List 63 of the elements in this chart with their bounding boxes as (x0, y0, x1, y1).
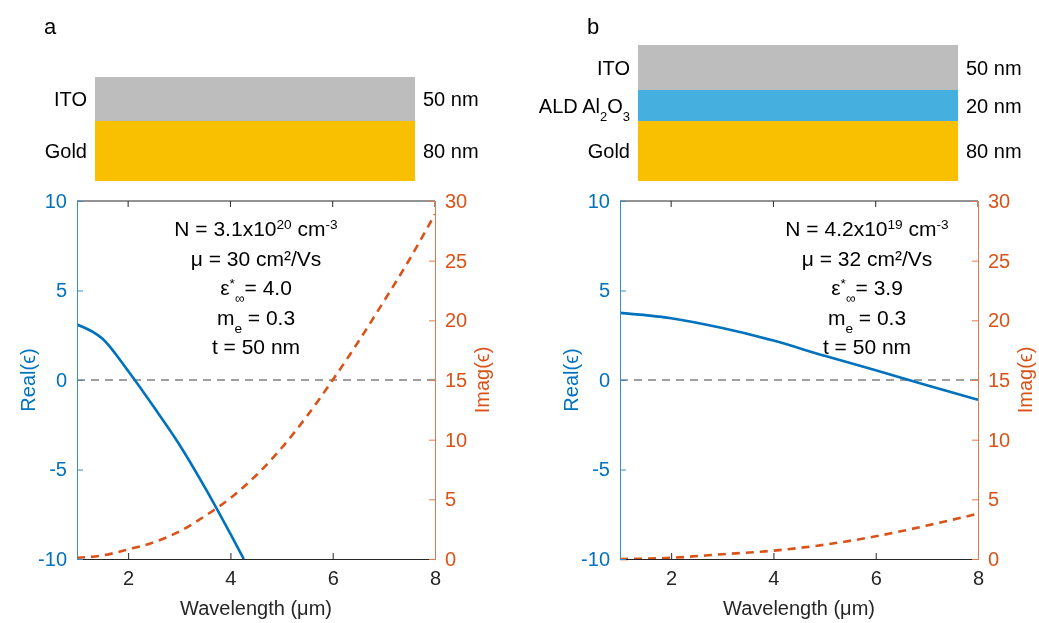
annotation: t = 50 nm (822, 335, 912, 358)
y2-tick-label: 5 (445, 488, 457, 511)
y-tick-label: -5 (592, 458, 610, 481)
y2-tick-label: 0 (988, 547, 1000, 570)
text: ITO (54, 88, 87, 110)
line-series (620, 512, 978, 561)
y2-axis-title: Imag(ϵ) (471, 346, 493, 414)
annotation: m$_{e}$ = 0.3 (216, 305, 296, 335)
x-axis-title: Wavelength (μm) (723, 597, 875, 619)
y-tick-label: -5 (49, 458, 67, 481)
y2-tick-label: 30 (988, 189, 1011, 212)
annotation: ε$^{*}$$_{∞}$= 4.0 (220, 275, 292, 306)
annotation: N = 4.2x10$^{19}$ cm$^{-3}$ (785, 216, 949, 240)
x-tick-label: 4 (225, 567, 237, 590)
text: ALD Al$_{2}$O$_{3}$ (538, 94, 630, 123)
y2-tick-label: 20 (445, 309, 468, 332)
y2-tick-label: 10 (988, 428, 1011, 451)
y-axis-title: Real(ϵ) (17, 348, 39, 412)
annotation: μ = 32 cm²/Vs (801, 246, 933, 270)
y2-tick-label: 25 (988, 249, 1011, 272)
y2-axis-title: Imag(ϵ) (1014, 346, 1036, 414)
annotation: m$_{e}$ = 0.3 (827, 305, 907, 335)
x-tick-label: 4 (768, 567, 780, 590)
line-series (77, 212, 435, 560)
text: 20 nm (966, 94, 1022, 117)
text: 50 nm (966, 56, 1022, 79)
y-tick-label: 5 (55, 279, 67, 302)
y-tick-label: 5 (598, 279, 610, 302)
chart-title: a (44, 14, 57, 39)
chart-title: b (587, 14, 600, 39)
y-tick-label: -10 (581, 547, 610, 570)
y2-tick-label: 20 (988, 309, 1011, 332)
text: ITO (597, 56, 630, 79)
x-tick-label: 6 (327, 567, 339, 590)
y-tick-label: -10 (38, 547, 67, 570)
y-tick-label: 0 (55, 368, 67, 391)
y-tick-label: 0 (598, 368, 610, 391)
y2-tick-label: 0 (445, 547, 457, 570)
text: 50 nm (423, 88, 479, 110)
x-tick-label: 8 (972, 567, 985, 590)
annotation: μ = 30 cm²/Vs (190, 246, 322, 270)
x-axis-title: Wavelength (μm) (180, 597, 332, 619)
line-series (620, 311, 978, 401)
y2-tick-label: 25 (445, 249, 468, 272)
y2-tick-label: 10 (445, 428, 468, 451)
y2-tick-label: 15 (445, 368, 468, 391)
annotation: ε$^{*}$$_{∞}$= 3.9 (831, 275, 903, 306)
x-tick-label: 2 (666, 567, 678, 590)
y2-tick-label: 30 (445, 189, 468, 212)
annotation: N = 3.1x10$^{20}$ cm$^{-3}$ (174, 216, 338, 240)
y-axis-title: Real(ϵ) (560, 348, 582, 412)
y2-tick-label: 15 (988, 368, 1011, 391)
y-tick-label: 10 (587, 189, 610, 212)
text: Gold (587, 140, 630, 162)
x-tick-label: 6 (870, 567, 882, 590)
annotation: t = 50 nm (211, 335, 301, 358)
y-tick-label: 10 (44, 189, 67, 212)
text: 80 nm (423, 140, 479, 162)
text: 80 nm (966, 140, 1022, 162)
text: Gold (44, 140, 87, 162)
x-tick-label: 2 (123, 567, 135, 590)
x-tick-label: 8 (429, 567, 442, 590)
y2-tick-label: 5 (988, 488, 1000, 511)
